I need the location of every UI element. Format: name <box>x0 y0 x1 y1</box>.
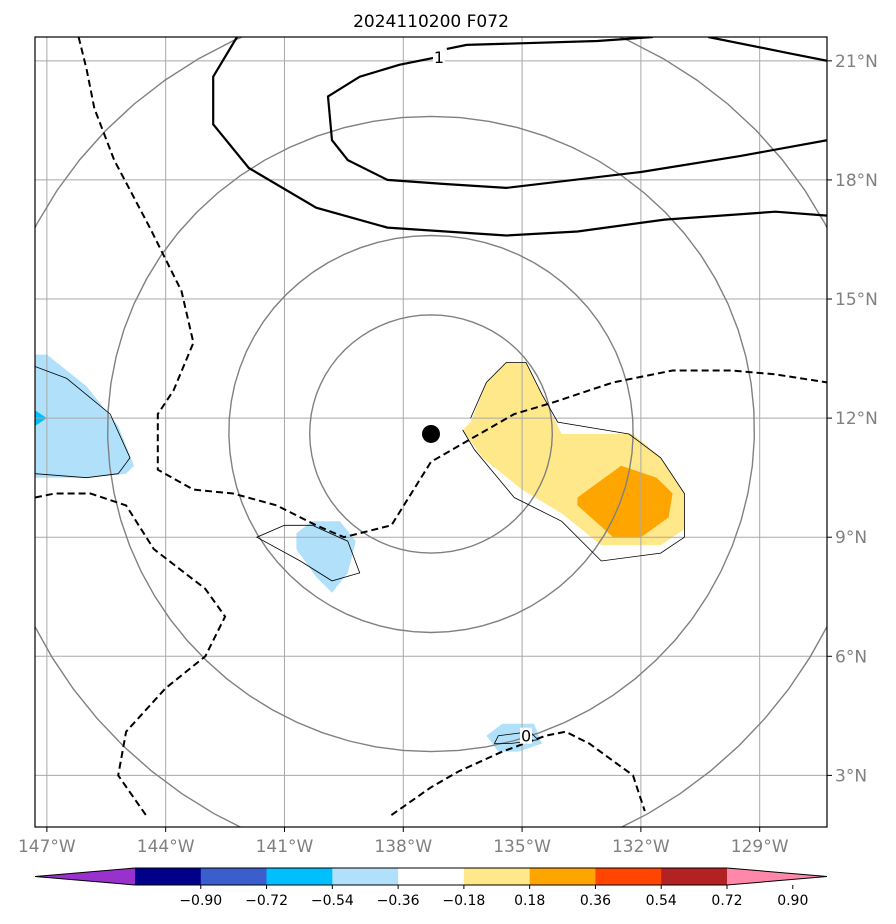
fill-region-5 <box>486 723 542 752</box>
x-tick-label-2: 141°W <box>256 837 314 857</box>
y-axis-ticks: 3°N 6°N 9°N 12°N 15°N 18°N 21°N <box>827 52 878 786</box>
range-ring-layer <box>35 37 827 827</box>
range-ring-2 <box>106 115 756 753</box>
fill-region-2 <box>35 354 134 478</box>
plot-area: 10 <box>35 37 827 827</box>
y-tick-label-6: 21°N <box>835 52 878 72</box>
y-tick-label-3: 12°N <box>835 409 878 429</box>
colorbar-tick-label-1: −0.72 <box>245 893 288 909</box>
colorbar-tick-label-5: 0.18 <box>514 893 545 909</box>
zero-contour-3 <box>494 731 539 744</box>
contour-label-1: 0 <box>521 727 531 746</box>
x-tick-label-4: 135°W <box>493 837 551 857</box>
y-tick-label-5: 18°N <box>835 171 878 191</box>
contour-label-bg-0 <box>432 48 445 65</box>
x-axis-ticks: 147°W 144°W 141°W 138°W 135°W 132°W 129°W <box>18 827 789 857</box>
x-tick-label-0: 147°W <box>18 837 76 857</box>
range-ring-0 <box>308 314 554 554</box>
colorbar-tick-label-2: −0.54 <box>311 893 354 909</box>
y-tick-label-0: 3°N <box>835 766 867 786</box>
colorbar-tick-label-0: −0.90 <box>179 893 222 909</box>
contour-label-layer: 10 <box>432 48 533 746</box>
colorbar-tick-label-3: −0.36 <box>377 893 420 909</box>
zero-contour-0 <box>462 362 685 562</box>
solid-contour-layer <box>212 37 827 237</box>
colorbar-swatch-4 <box>398 868 465 885</box>
colorbar-swatch-7 <box>595 868 662 885</box>
dashed-contour-layer <box>35 37 827 816</box>
colorbar-swatch-3 <box>332 868 399 885</box>
dashed-contour-0 <box>77 37 827 539</box>
y-tick-label-1: 6°N <box>835 647 867 667</box>
solid-contour-2 <box>446 37 653 50</box>
colorbar-swatch-1 <box>200 868 268 885</box>
zero-contour-layer <box>35 362 685 744</box>
colorbar: −0.90 −0.72 −0.54 −0.36 −0.18 0.18 0.36 0.54 0.7… <box>34 867 828 909</box>
contour-label-0: 1 <box>434 48 444 67</box>
colorbar-swatch-5 <box>463 868 531 885</box>
x-tick-label-3: 138°W <box>374 837 432 857</box>
colorbar-tick-label-4: −0.18 <box>442 893 485 909</box>
dashed-contour-2 <box>390 730 646 816</box>
contour-label-bg-1 <box>520 727 533 744</box>
colorbar-swatch-0 <box>135 868 202 885</box>
shaded-fill-layer <box>35 354 685 752</box>
colorbar-swatch-6 <box>529 868 596 885</box>
colorbar-swatch-2 <box>266 868 333 885</box>
solid-contour-3 <box>707 37 827 62</box>
colorbar-extend-high <box>727 868 827 885</box>
colorbar-extend-low <box>35 868 135 885</box>
zero-contour-2 <box>255 524 361 582</box>
plot-frame <box>34 36 828 828</box>
y-tick-label-4: 15°N <box>835 290 878 310</box>
chart-title: 2024110200 F072 <box>353 12 509 32</box>
dashed-contour-1 <box>35 492 227 816</box>
colorbar-tick-label-6: 0.36 <box>580 893 611 909</box>
x-tick-label-1: 144°W <box>137 837 195 857</box>
solid-contour-1 <box>326 55 827 190</box>
gridline-layer <box>35 37 827 827</box>
storm-center-marker <box>422 424 440 443</box>
fill-region-1 <box>577 465 673 538</box>
colorbar-tick-label-9: 0.90 <box>777 893 808 909</box>
x-tick-label-5: 132°W <box>612 837 670 857</box>
zero-contour-1 <box>35 366 131 479</box>
colorbar-tick-label-7: 0.54 <box>646 893 677 909</box>
range-ring-1 <box>228 234 634 634</box>
colorbar-swatch-8 <box>661 868 728 885</box>
colorbar-tick-label-8: 0.72 <box>711 893 742 909</box>
y-tick-label-2: 9°N <box>835 528 867 548</box>
range-ring-3 <box>35 37 827 827</box>
colorbar-outline <box>34 867 828 886</box>
fill-region-4 <box>296 521 356 593</box>
center-marker-layer <box>422 424 440 443</box>
solid-contour-0 <box>212 37 827 237</box>
x-tick-label-6: 129°W <box>731 837 789 857</box>
